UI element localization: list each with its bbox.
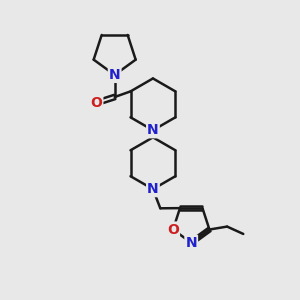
Text: N: N (109, 68, 121, 82)
Text: O: O (167, 223, 179, 236)
Text: O: O (91, 96, 102, 110)
Text: N: N (147, 123, 159, 137)
Text: N: N (147, 182, 159, 196)
Text: N: N (185, 236, 197, 250)
